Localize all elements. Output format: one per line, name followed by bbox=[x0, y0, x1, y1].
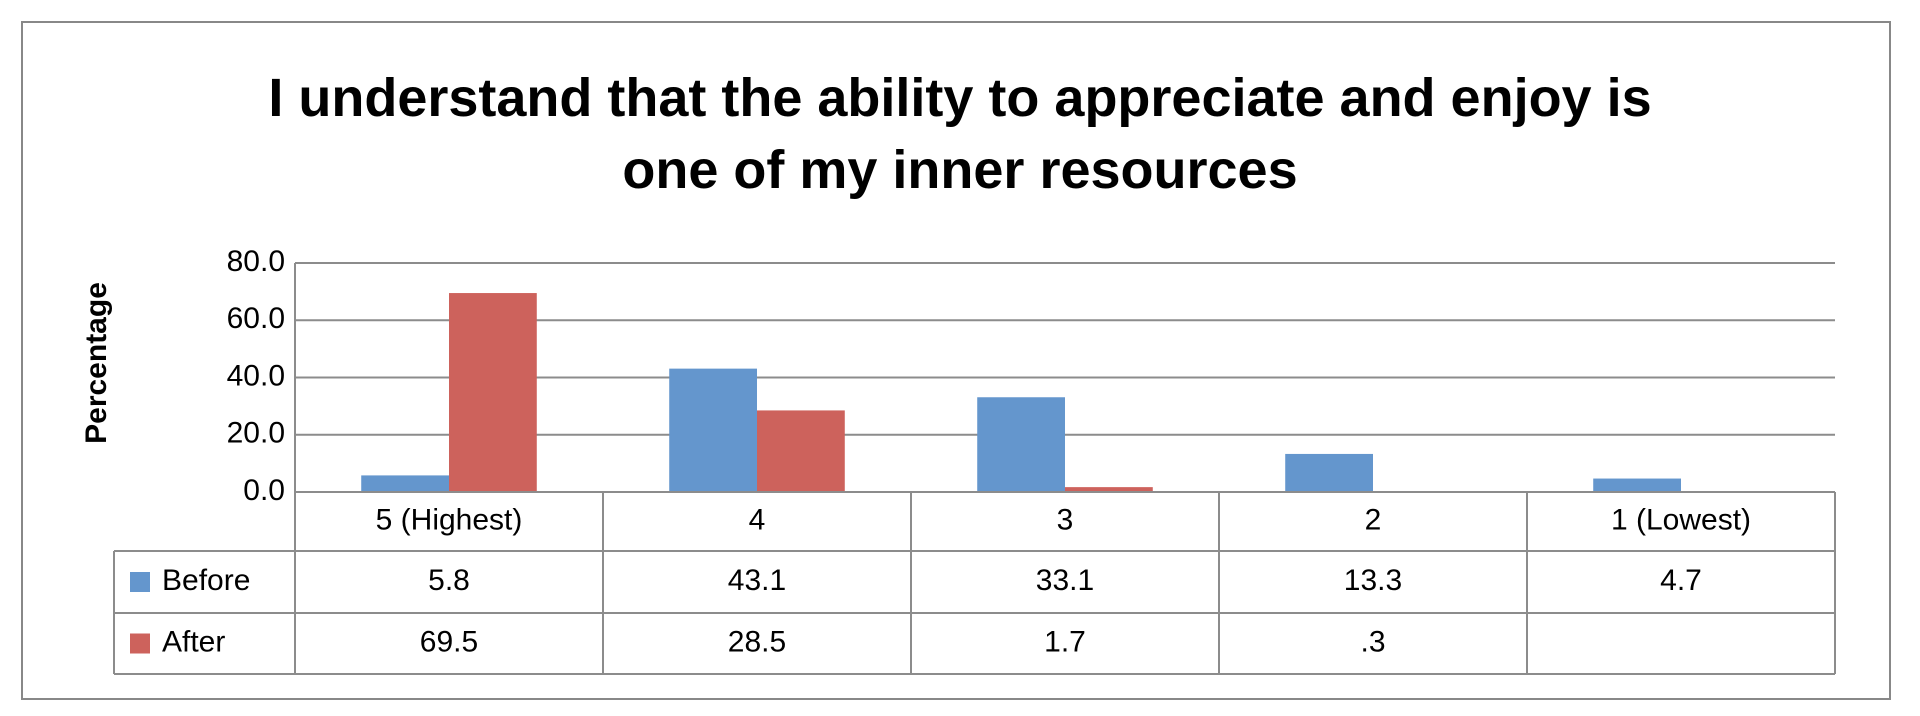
table-value: 5.8 bbox=[428, 564, 470, 597]
legend-key bbox=[130, 572, 150, 592]
table-value: 43.1 bbox=[728, 564, 786, 597]
x-tick-label: 5 (Highest) bbox=[376, 503, 523, 536]
bar bbox=[977, 397, 1065, 492]
table-value: 1.7 bbox=[1044, 625, 1086, 658]
y-tick-label: 40.0 bbox=[227, 359, 285, 392]
table-value: 28.5 bbox=[728, 625, 786, 658]
bar bbox=[449, 293, 537, 492]
chart-title: I understand that the ability to appreci… bbox=[268, 68, 1652, 200]
legend-label: Before bbox=[162, 564, 250, 597]
bar bbox=[1065, 487, 1153, 492]
table-value: 33.1 bbox=[1036, 564, 1094, 597]
legend-key bbox=[130, 633, 150, 654]
table-value: 13.3 bbox=[1344, 564, 1402, 597]
x-tick-label: 3 bbox=[1057, 503, 1074, 536]
chart-border bbox=[21, 21, 1891, 700]
x-tick-label: 2 bbox=[1365, 503, 1382, 536]
bar bbox=[361, 475, 449, 492]
bar bbox=[669, 368, 757, 492]
y-tick-label: 20.0 bbox=[227, 417, 285, 450]
x-tick-label: 4 bbox=[749, 503, 766, 536]
y-tick-label: 60.0 bbox=[227, 302, 285, 335]
bar bbox=[1285, 453, 1373, 492]
table-value: 4.7 bbox=[1660, 564, 1702, 597]
y-tick-label: 0.0 bbox=[243, 474, 285, 507]
legend-label: After bbox=[162, 625, 225, 658]
bar bbox=[1593, 478, 1681, 492]
y-axis-label: Percentage bbox=[80, 282, 113, 444]
y-tick-label: 80.0 bbox=[227, 245, 285, 278]
bar bbox=[757, 410, 845, 492]
x-tick-label: 1 (Lowest) bbox=[1611, 503, 1751, 536]
table-value: 69.5 bbox=[420, 625, 478, 658]
table-value: .3 bbox=[1360, 625, 1385, 658]
